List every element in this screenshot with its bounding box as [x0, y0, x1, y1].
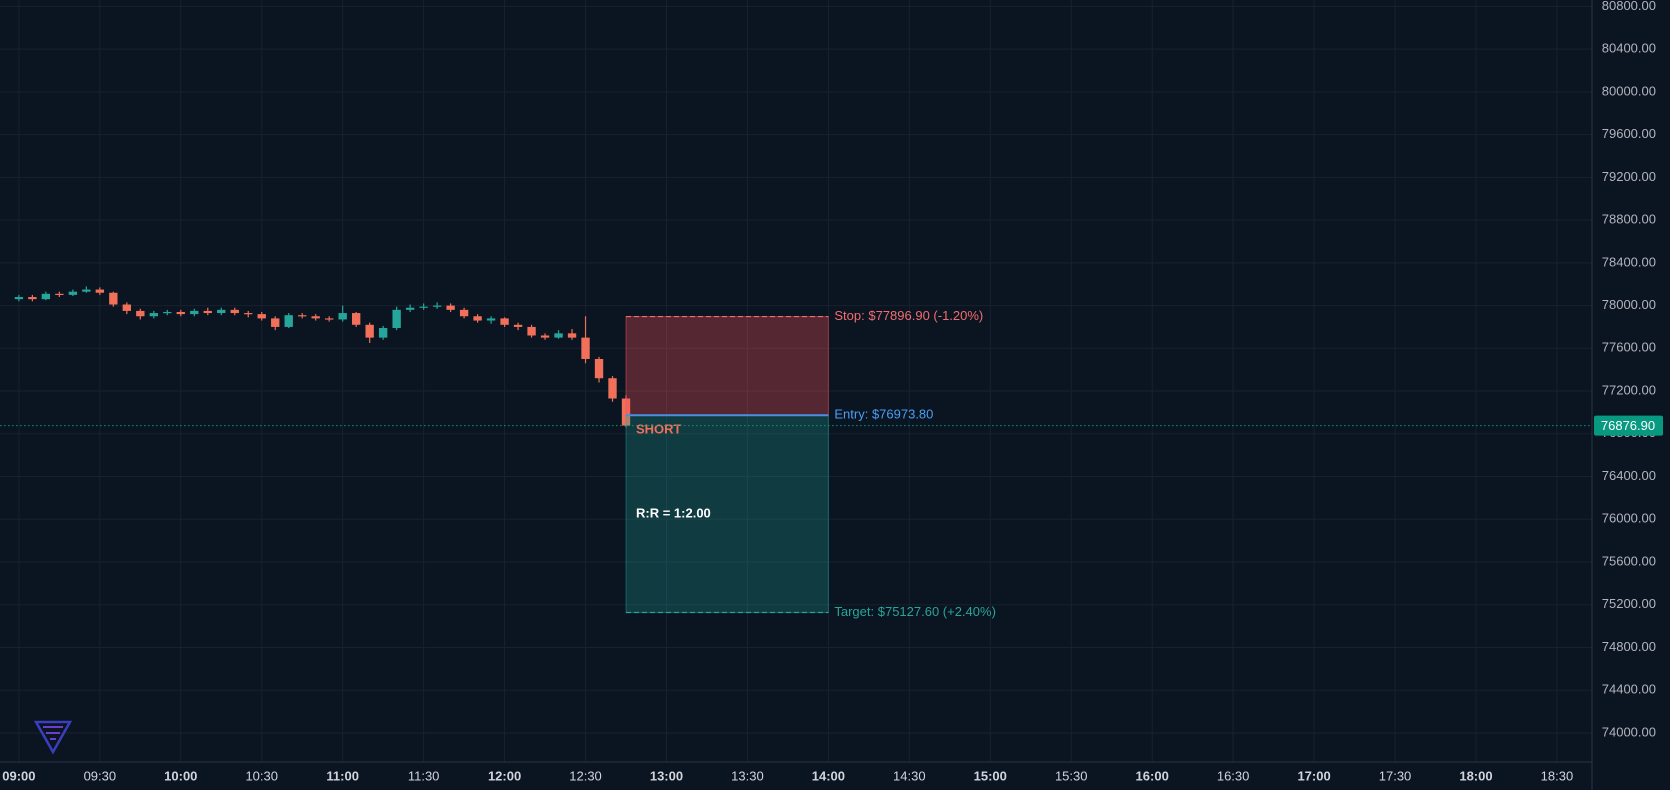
target-label: Target: $75127.60 (+2.40%) [834, 604, 996, 619]
candle-body [513, 324, 523, 327]
x-tick-label: 17:30 [1379, 768, 1412, 783]
x-tick-label: 12:30 [569, 768, 602, 783]
x-tick-label: 09:30 [84, 768, 117, 783]
candle-body [473, 316, 482, 321]
reward-zone [625, 414, 829, 613]
y-tick-label: 78000.00 [1602, 297, 1656, 312]
candle-body [163, 311, 172, 314]
candle-body [311, 316, 320, 319]
y-tick-label: 75200.00 [1602, 596, 1656, 611]
risk-zone [625, 316, 829, 416]
candle-body [446, 305, 455, 310]
candle-body [432, 305, 442, 307]
x-tick-label: 16:00 [1136, 768, 1169, 783]
candle-body [486, 318, 496, 321]
candle-body [257, 314, 266, 319]
candle-body [392, 309, 401, 329]
candle-body [82, 289, 91, 292]
candle-body [41, 293, 51, 300]
y-tick-label: 77200.00 [1602, 382, 1656, 397]
grid [0, 0, 1592, 762]
y-tick-label: 80000.00 [1602, 83, 1656, 98]
candle-body [271, 318, 280, 327]
x-tick-label: 14:00 [812, 768, 845, 783]
candle-body [527, 326, 536, 336]
candle-body [284, 315, 293, 327]
candle-body [55, 293, 64, 296]
y-tick-label: 74400.00 [1602, 682, 1656, 697]
candle-body [419, 306, 428, 308]
y-tick-label: 76400.00 [1602, 468, 1656, 483]
x-tick-label: 18:00 [1459, 768, 1492, 783]
x-tick-label: 10:30 [245, 768, 278, 783]
stop-label: Stop: $77896.90 (-1.20%) [834, 308, 983, 323]
y-tick-label: 78400.00 [1602, 254, 1656, 269]
candle-body [68, 291, 78, 295]
candle-body [338, 313, 347, 320]
x-tick-label: 13:00 [650, 768, 683, 783]
y-tick-label: 75600.00 [1602, 553, 1656, 568]
candle-body [581, 337, 590, 359]
candle-body [500, 318, 509, 325]
y-tick-label: 80800.00 [1602, 0, 1656, 13]
candle-body [230, 309, 239, 314]
candle-body [95, 289, 105, 293]
y-tick-label: 76000.00 [1602, 511, 1656, 526]
x-tick-label: 12:00 [488, 768, 521, 783]
last-price-box [1594, 415, 1663, 436]
y-tick-label: 74800.00 [1602, 639, 1656, 654]
candle-body [540, 335, 550, 338]
y-tick-label: 74000.00 [1602, 724, 1656, 739]
x-tick-label: 09:00 [2, 768, 35, 783]
candle-body [190, 310, 199, 315]
candle-body [244, 313, 253, 315]
x-tick-label: 14:30 [893, 768, 926, 783]
side-label: SHORT [636, 422, 682, 437]
candle-body [176, 311, 185, 315]
candle-body [109, 292, 118, 305]
x-tick-label: 15:30 [1055, 768, 1088, 783]
y-tick-label: 79600.00 [1602, 126, 1656, 141]
candle-body [594, 358, 604, 379]
y-tick-label: 80400.00 [1602, 41, 1656, 56]
candle-body [28, 297, 37, 300]
x-tick-label: 13:30 [731, 768, 764, 783]
logo [33, 720, 73, 755]
candle-body [149, 313, 158, 317]
candle-body [459, 309, 469, 317]
candle-body [378, 328, 388, 338]
x-tick-label: 11:00 [326, 768, 359, 783]
y-tick-label: 78800.00 [1602, 212, 1656, 227]
entry-label: Entry: $76973.80 [834, 407, 933, 422]
y-tick-label: 79200.00 [1602, 169, 1656, 184]
rr-label: R:R = 1:2.00 [636, 505, 711, 520]
x-tick-label: 11:30 [408, 768, 440, 783]
candle-body [351, 313, 361, 325]
candle-body [122, 304, 132, 311]
candle-body [405, 307, 415, 310]
x-tick-label: 15:00 [974, 768, 1007, 783]
candle-body [217, 309, 226, 314]
x-tick-label: 10:00 [164, 768, 197, 783]
candle-body [203, 310, 212, 314]
candle-body [554, 333, 563, 338]
last-price-label: 76876.90 [1601, 418, 1655, 433]
candle-body [567, 333, 577, 338]
candle-body [608, 378, 617, 399]
x-tick-label: 17:00 [1297, 768, 1330, 783]
x-tick-label: 16:30 [1217, 768, 1250, 783]
candle-body [298, 315, 307, 317]
candle-body [14, 297, 24, 300]
candle-body [325, 318, 334, 320]
candle-body [365, 324, 374, 338]
x-tick-label: 18:30 [1541, 768, 1574, 783]
y-tick-label: 77600.00 [1602, 340, 1656, 355]
candle-body [136, 310, 145, 317]
